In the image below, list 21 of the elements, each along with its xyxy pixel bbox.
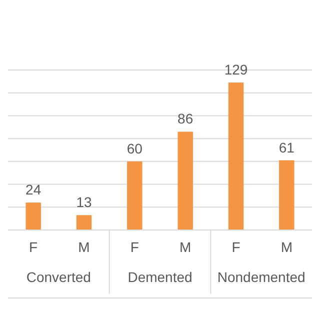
x-tick-label: F: [29, 239, 38, 255]
x-tick-label: M: [280, 239, 293, 255]
text: Converted: [26, 269, 91, 285]
data-label: 13: [76, 194, 92, 210]
data-label: 60: [126, 140, 143, 156]
x-tick-label: F: [130, 239, 139, 255]
x-tick-label: M: [179, 239, 192, 255]
data-label: 24: [26, 182, 42, 198]
text: Demented: [128, 269, 192, 285]
bar: [178, 132, 193, 230]
text: Nondemented: [217, 269, 306, 285]
x-tick-label: M: [78, 239, 90, 255]
bar: [279, 160, 294, 230]
bar: [26, 202, 41, 230]
data-label: 86: [178, 110, 194, 127]
bar: [228, 82, 244, 230]
data-label: 129: [224, 62, 248, 78]
data-label: 61: [278, 139, 295, 156]
bar: [76, 215, 92, 230]
bar: [127, 161, 142, 230]
x-tick-label: F: [232, 239, 240, 255]
